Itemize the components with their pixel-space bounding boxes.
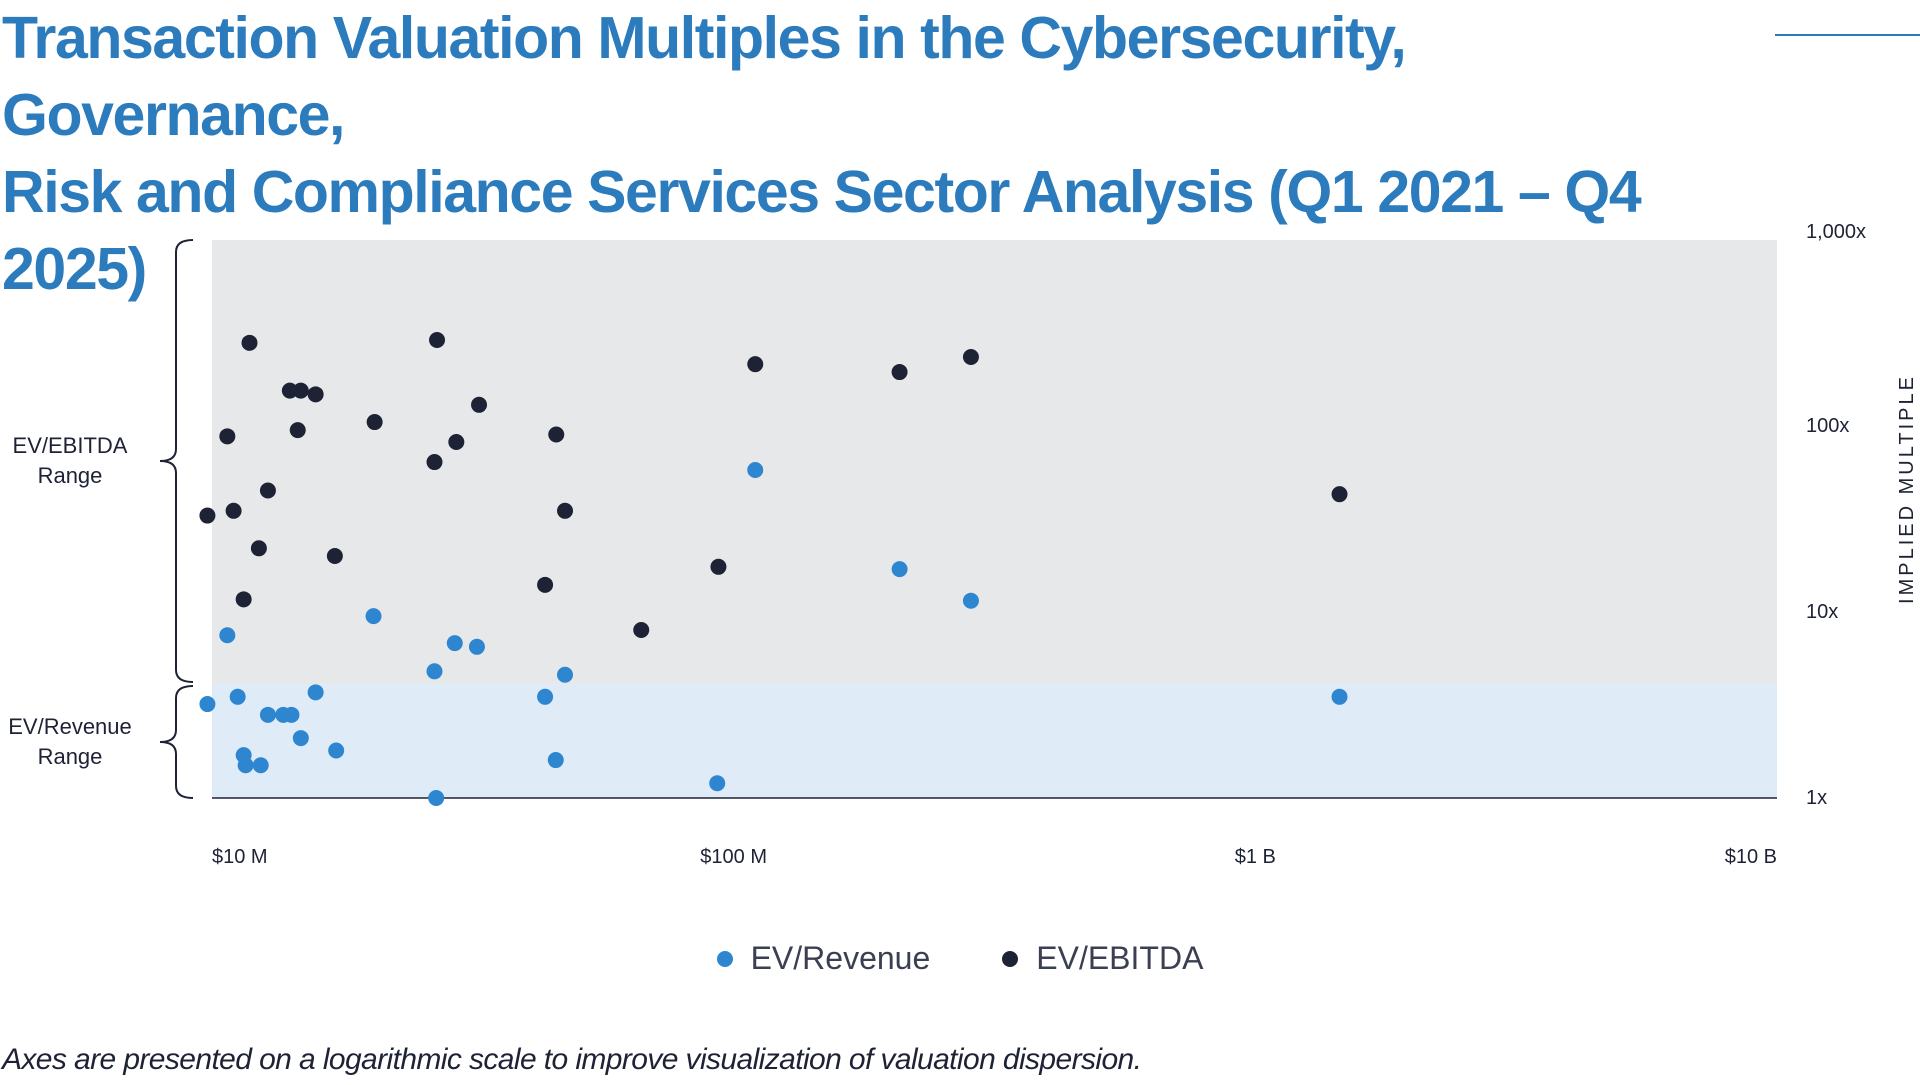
ev-ebitda-point [326, 548, 343, 565]
ev-revenue-point [891, 561, 908, 578]
ev-revenue-point [557, 666, 574, 683]
ev-ebitda-point [548, 426, 565, 443]
ev-ebitda-point [557, 502, 574, 519]
ev-revenue-point [307, 684, 324, 701]
axes [159, 239, 1777, 799]
y-tick-label: 10x [1806, 601, 1838, 623]
ev-revenue-point [219, 627, 236, 644]
revenue-range-band [212, 684, 1777, 798]
ev-revenue-point [468, 638, 485, 655]
ebitda-range-label-line: EV/EBITDA [13, 433, 128, 458]
y-tick-label: 1,000x [1806, 221, 1866, 243]
data-points [199, 331, 1348, 806]
x-tick-label: $1 B [1235, 846, 1276, 868]
ev-ebitda-point [235, 591, 252, 608]
ev-ebitda-point [250, 540, 267, 557]
legend: EV/Revenue EV/EBITDA [0, 940, 1920, 977]
ev-ebitda-point [292, 382, 309, 399]
ev-ebitda-point [429, 331, 446, 348]
ev-revenue-point [1331, 688, 1348, 705]
ev-revenue-point [229, 688, 246, 705]
ev-ebitda-point [219, 428, 236, 445]
ev-revenue-point [259, 706, 276, 723]
y-tick-label: 1x [1806, 787, 1827, 809]
ev-ebitda-point [289, 422, 306, 439]
legend-label: EV/EBITDA [1036, 940, 1204, 976]
ev-ebitda-point [1331, 486, 1348, 503]
ev-revenue-point [292, 730, 309, 747]
title-line-1: Transaction Valuation Multiples in the C… [2, 5, 1407, 148]
title-rule [1775, 34, 1920, 36]
legend-marker [716, 950, 733, 967]
y-axis-title: IMPLIED MULTIPLE [1896, 374, 1918, 604]
range-bands [212, 240, 1777, 798]
ebitda-range-label: EV/EBITDA Range [13, 433, 128, 488]
revenue-range-label: EV/Revenue Range [8, 714, 132, 769]
ev-ebitda-point [448, 434, 465, 451]
x-tick-label: $10 M [212, 846, 268, 868]
legend-label: EV/Revenue [750, 940, 931, 976]
ev-ebitda-point [241, 334, 258, 351]
revenue-range-brace [159, 685, 194, 799]
ev-revenue-point [428, 790, 445, 806]
ev-ebitda-point [225, 502, 242, 519]
legend-item-ev-revenue: EV/Revenue [716, 940, 931, 977]
revenue-range-label-line: Range [38, 744, 103, 769]
ev-ebitda-point [747, 356, 764, 373]
ev-ebitda-point [537, 576, 554, 593]
ev-ebitda-point [259, 482, 276, 499]
ev-ebitda-point [366, 414, 383, 431]
ev-ebitda-point [471, 396, 488, 413]
ev-revenue-point [328, 742, 345, 759]
title-line-2: Risk and Compliance Services Sector Anal… [2, 159, 1642, 302]
ebitda-range-label-line: Range [38, 463, 103, 488]
ev-ebitda-point [633, 622, 650, 639]
ev-ebitda-point [710, 558, 727, 575]
ev-ebitda-point [426, 454, 443, 471]
ev-revenue-point [547, 752, 564, 769]
ebitda-range-band [212, 240, 1777, 685]
ev-revenue-point [446, 635, 463, 652]
footnote: Axes are presented on a logarithmic scal… [2, 1043, 1142, 1076]
ev-revenue-point [426, 663, 443, 680]
legend-item-ev-ebitda: EV/EBITDA [1002, 940, 1203, 977]
ebitda-range-brace [159, 239, 194, 684]
ev-revenue-point [709, 775, 726, 792]
ev-revenue-point [252, 757, 269, 774]
ev-revenue-point [237, 757, 254, 774]
ev-ebitda-point [307, 386, 324, 403]
ev-revenue-point [747, 462, 764, 479]
ev-ebitda-point [199, 507, 216, 524]
ev-revenue-point [365, 608, 382, 625]
revenue-range-label-line: EV/Revenue [8, 714, 132, 739]
x-tick-label: $100 M [700, 846, 767, 868]
legend-marker [1002, 950, 1019, 967]
ev-ebitda-point [891, 364, 908, 381]
y-tick-label: 100x [1806, 415, 1849, 437]
ev-ebitda-point [962, 348, 979, 365]
ev-revenue-point [199, 696, 216, 713]
ev-revenue-point [283, 706, 300, 723]
ev-ebitda-point [281, 382, 298, 399]
axis-labels: EV/EBITDA Range EV/Revenue Range $10 M $100 M… [8, 221, 1918, 868]
chart-title: Transaction Valuation Multiples in the C… [2, 0, 1762, 308]
ev-revenue-point [537, 688, 554, 705]
x-tick-label: $10 B [1725, 846, 1777, 868]
ev-revenue-point [962, 592, 979, 609]
